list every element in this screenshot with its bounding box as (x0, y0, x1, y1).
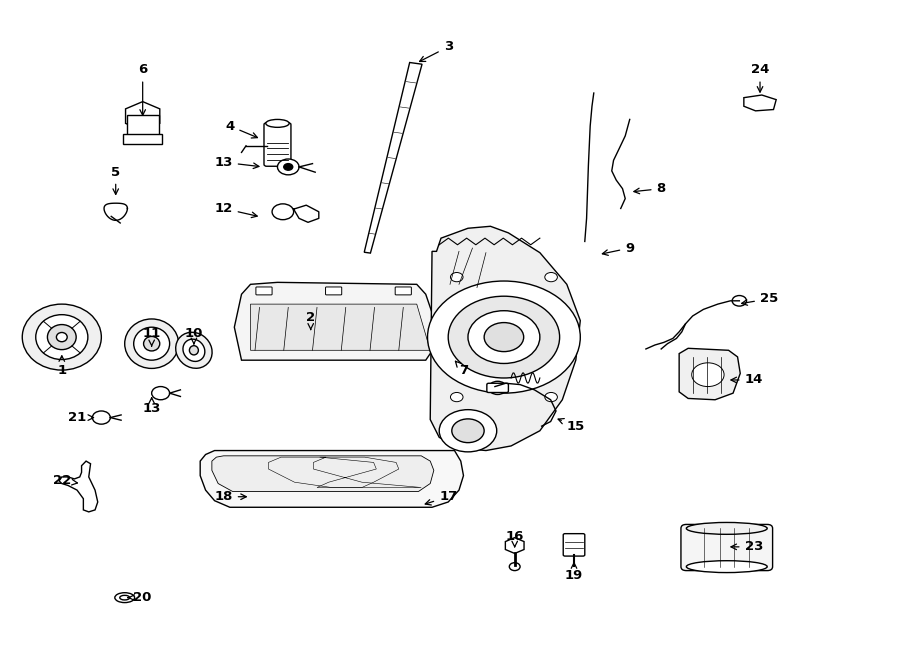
Circle shape (277, 159, 299, 175)
Text: 22: 22 (53, 475, 77, 487)
Circle shape (733, 295, 746, 306)
Text: 17: 17 (425, 490, 457, 505)
Text: 7: 7 (455, 361, 468, 377)
FancyBboxPatch shape (326, 287, 342, 295)
Circle shape (544, 272, 557, 282)
Circle shape (452, 419, 484, 443)
Circle shape (152, 387, 169, 400)
Text: 25: 25 (742, 292, 778, 305)
Circle shape (272, 204, 293, 219)
Circle shape (450, 272, 463, 282)
Ellipse shape (266, 120, 289, 128)
Ellipse shape (125, 319, 178, 368)
Text: 10: 10 (184, 327, 203, 344)
Polygon shape (59, 461, 98, 512)
Text: 14: 14 (731, 373, 763, 387)
Ellipse shape (57, 332, 68, 342)
FancyBboxPatch shape (487, 383, 508, 393)
Ellipse shape (183, 339, 205, 362)
Ellipse shape (687, 561, 767, 572)
Ellipse shape (48, 325, 76, 350)
Text: 15: 15 (558, 418, 585, 433)
Text: 16: 16 (506, 530, 524, 547)
Circle shape (509, 563, 520, 570)
Polygon shape (126, 102, 160, 131)
FancyBboxPatch shape (123, 134, 162, 145)
Circle shape (448, 296, 560, 378)
Text: 2: 2 (306, 311, 315, 330)
Text: 20: 20 (128, 591, 152, 604)
Text: 1: 1 (58, 356, 67, 377)
Circle shape (450, 393, 463, 402)
Polygon shape (680, 348, 741, 400)
Text: 9: 9 (602, 241, 634, 255)
Polygon shape (234, 282, 439, 360)
Text: 13: 13 (142, 398, 161, 415)
Text: 19: 19 (565, 563, 583, 582)
Text: 5: 5 (112, 166, 121, 194)
Ellipse shape (22, 304, 102, 370)
Circle shape (93, 411, 111, 424)
Text: 21: 21 (68, 411, 94, 424)
Text: 3: 3 (419, 40, 453, 61)
Ellipse shape (189, 346, 198, 355)
FancyBboxPatch shape (127, 115, 159, 136)
FancyBboxPatch shape (563, 533, 585, 556)
Text: 11: 11 (142, 327, 161, 346)
Circle shape (484, 323, 524, 352)
Ellipse shape (687, 522, 767, 534)
FancyBboxPatch shape (681, 524, 772, 570)
Text: 12: 12 (214, 202, 257, 217)
Ellipse shape (144, 336, 159, 351)
FancyBboxPatch shape (256, 287, 272, 295)
FancyBboxPatch shape (264, 123, 291, 167)
Circle shape (284, 164, 292, 171)
Ellipse shape (176, 332, 212, 368)
Polygon shape (364, 63, 422, 253)
Text: 13: 13 (214, 156, 259, 169)
Text: 6: 6 (138, 63, 148, 115)
Polygon shape (250, 304, 430, 350)
Text: 18: 18 (214, 490, 247, 503)
Polygon shape (430, 226, 580, 451)
Polygon shape (212, 456, 434, 491)
Circle shape (468, 311, 540, 364)
Ellipse shape (115, 593, 135, 603)
Circle shape (439, 410, 497, 452)
Text: 23: 23 (731, 540, 763, 553)
Polygon shape (200, 451, 464, 507)
Text: 24: 24 (751, 63, 770, 92)
Ellipse shape (134, 327, 169, 360)
Circle shape (544, 393, 557, 402)
Circle shape (428, 281, 580, 393)
Polygon shape (506, 537, 524, 553)
Circle shape (489, 381, 507, 395)
Text: 8: 8 (634, 182, 666, 195)
Ellipse shape (36, 315, 88, 360)
Text: 4: 4 (225, 120, 257, 138)
Polygon shape (743, 95, 776, 111)
FancyBboxPatch shape (395, 287, 411, 295)
Circle shape (692, 363, 724, 387)
Ellipse shape (120, 596, 130, 600)
